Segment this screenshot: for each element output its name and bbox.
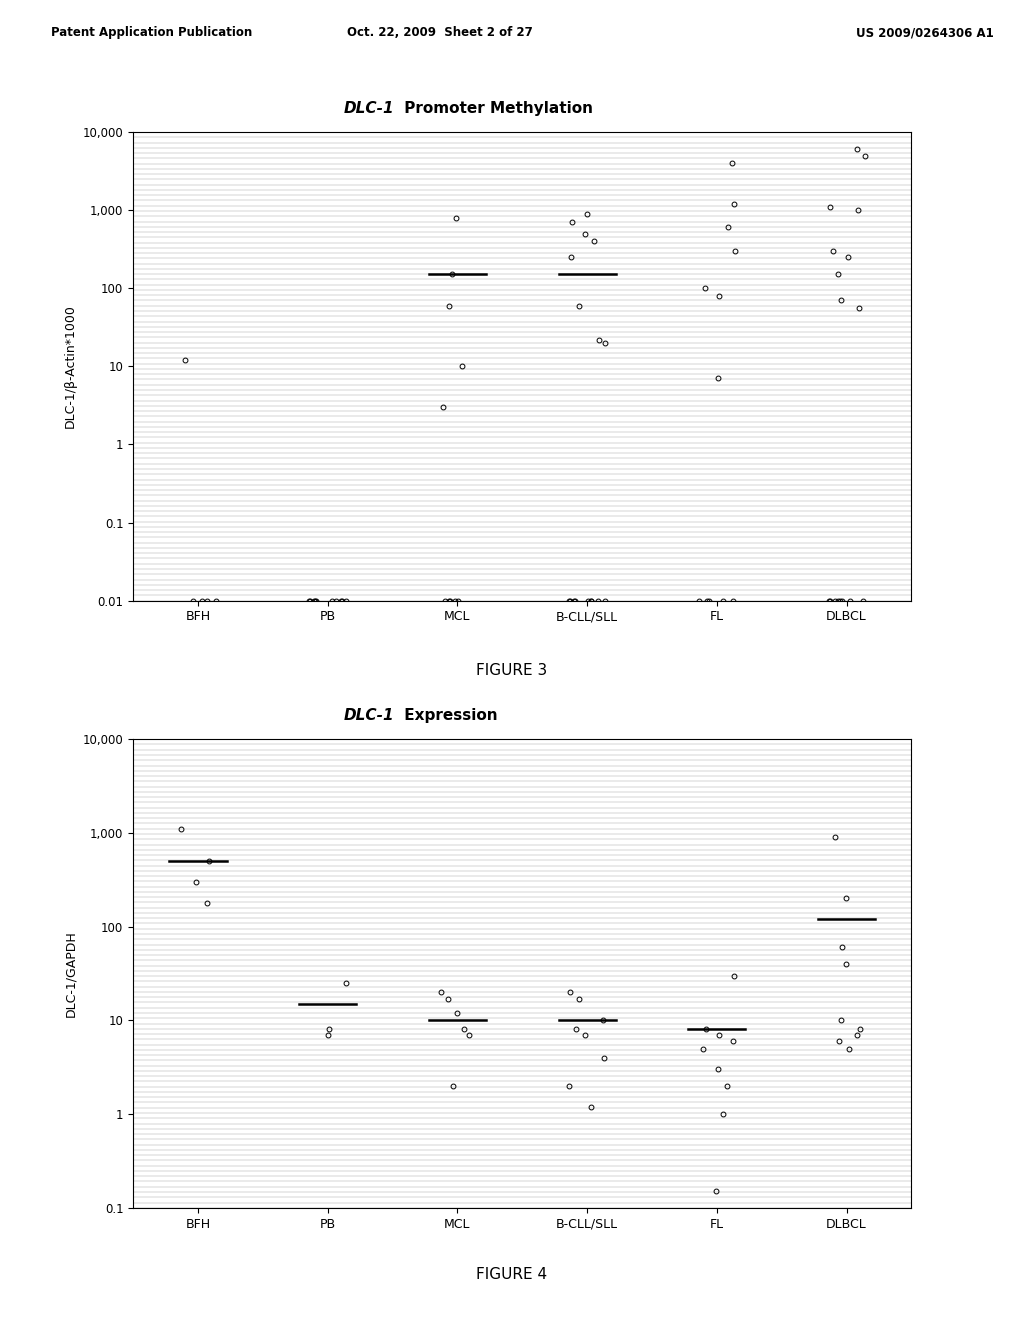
Text: FIGURE 3: FIGURE 3 [476,663,548,677]
Text: US 2009/0264306 A1: US 2009/0264306 A1 [855,26,993,40]
Text: Expression: Expression [399,709,498,723]
Text: DLC-1: DLC-1 [344,102,394,116]
Text: Oct. 22, 2009  Sheet 2 of 27: Oct. 22, 2009 Sheet 2 of 27 [347,26,534,40]
Text: Promoter Methylation: Promoter Methylation [399,102,593,116]
Text: Patent Application Publication: Patent Application Publication [51,26,253,40]
Text: FIGURE 4: FIGURE 4 [476,1267,548,1282]
Text: DLC-1: DLC-1 [344,709,394,723]
Y-axis label: DLC-1/β-Actin*1000: DLC-1/β-Actin*1000 [65,305,77,428]
Y-axis label: DLC-1/GAPDH: DLC-1/GAPDH [65,931,77,1016]
